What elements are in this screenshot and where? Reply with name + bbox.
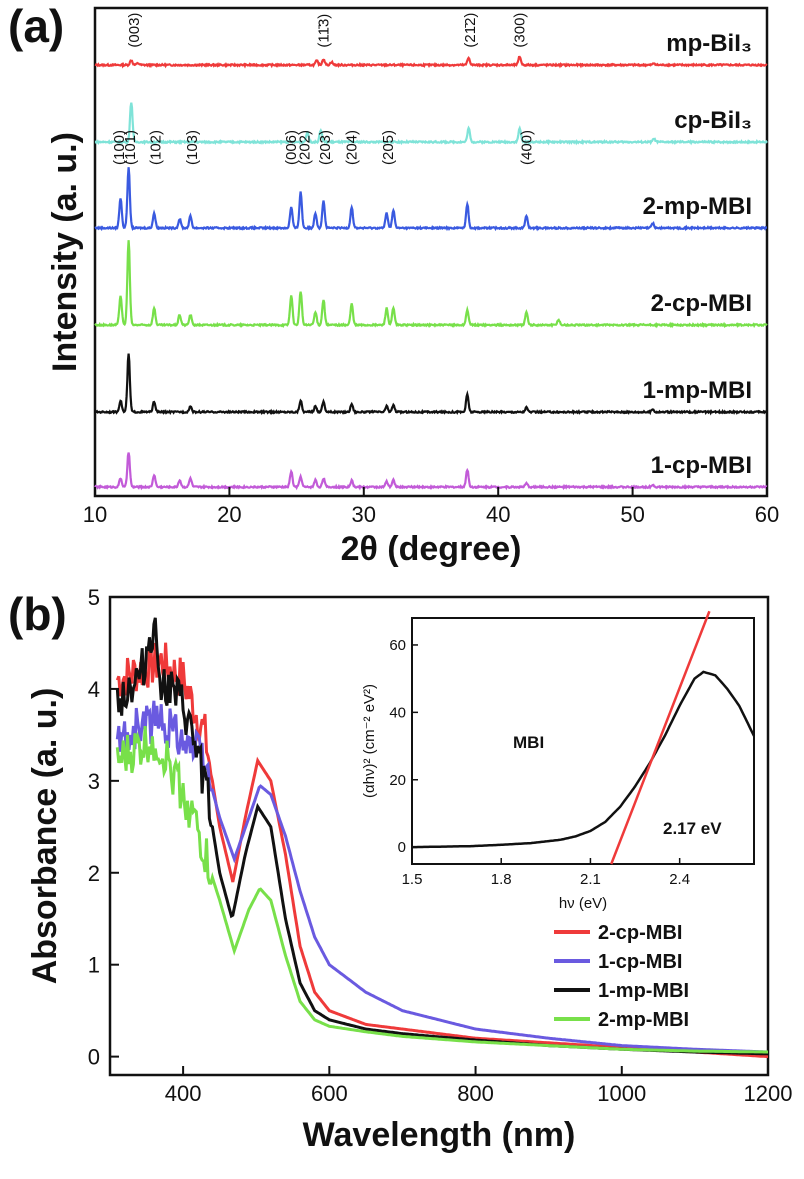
peak-index-label: (202): [297, 130, 314, 165]
absorbance-series-line: [115, 726, 768, 1054]
panel-a-x-ticks: 10 20 30 40 50 60: [83, 487, 779, 527]
peak-index-label: (300): [512, 13, 529, 48]
y-tick-label: 1: [88, 953, 100, 978]
panel-b-x-ticks: 400 600 800 1000 1200: [165, 1066, 793, 1106]
peak-index-label: (205): [380, 130, 397, 165]
x-tick-label: 800: [457, 1081, 494, 1106]
panel-b-frame: [108, 595, 770, 1077]
panel-b-series: [115, 617, 769, 1059]
xrd-series-label: 1-cp-MBI: [651, 452, 752, 479]
inset-frame: [411, 617, 755, 865]
panel-b-y-axis-title: Absorbance (a. u.): [26, 688, 64, 985]
xrd-series-line: [94, 452, 768, 491]
xrd-series-line: [94, 55, 768, 69]
inset-x-tick-label: 1.8: [491, 871, 512, 888]
panel-b-legend: 2-cp-MBI 1-cp-MBI 1-mp-MBI 2-mp-MBI: [554, 922, 689, 1031]
peak-index-label: (204): [344, 130, 361, 165]
inset-x-tick-label: 1.5: [402, 871, 423, 888]
xrd-series-line: [94, 167, 767, 232]
inset-x-tick-label: 2.4: [669, 871, 690, 888]
inset-y-tick-label: 0: [398, 839, 406, 856]
legend-entry: 2-mp-MBI: [598, 1009, 689, 1031]
peak-index-label: (11̄3): [315, 14, 332, 48]
inset-bandgap-annotation: 2.17 eV: [663, 819, 722, 838]
inset-x-ticks: 1.5 1.8 2.1 2.4: [402, 858, 690, 888]
panel-a-y-axis-title: Intensity (a. u.): [46, 132, 84, 372]
xrd-series-line: [94, 240, 768, 329]
xrd-series-label: 2-cp-MBI: [651, 290, 752, 317]
x-tick-label: 50: [620, 502, 644, 527]
inset-plot: [411, 610, 756, 865]
peak-index-label: (100): [111, 130, 128, 165]
peak-index-label: (003): [126, 13, 143, 48]
peak-index-label: (21̄2): [462, 13, 479, 48]
x-tick-label: 1000: [597, 1081, 646, 1106]
y-tick-label: 5: [88, 585, 100, 610]
legend-entry: 1-cp-MBI: [598, 951, 682, 973]
inset-tauc-curve: [411, 670, 756, 849]
inset-x-axis-title: hν (eV): [559, 895, 607, 912]
inset-y-tick-label: 60: [389, 637, 406, 654]
peak-index-label: (101): [122, 130, 139, 165]
peak-index-label: (203): [317, 130, 334, 165]
x-tick-label: 600: [311, 1081, 348, 1106]
x-tick-label: 60: [755, 502, 779, 527]
panel-a-series: mp-BiI₃ (003) (11̄3) (21̄2) (300) cp-BiI₃ 2-mp…: [94, 13, 768, 491]
peak-index-label: (103): [184, 130, 201, 165]
inset-y-tick-label: 40: [389, 704, 406, 721]
inset-x-tick-label: 2.1: [580, 871, 601, 888]
y-tick-label: 3: [88, 769, 100, 794]
peak-index-label: (006): [283, 130, 300, 165]
x-tick-label: 20: [217, 502, 241, 527]
panel-b-label: (b): [8, 588, 67, 640]
legend-entry: 2-cp-MBI: [598, 922, 682, 944]
inset-y-tick-label: 20: [389, 772, 406, 789]
x-tick-label: 40: [486, 502, 510, 527]
panel-a-x-axis-title: 2θ (degree): [341, 530, 522, 568]
y-tick-label: 2: [88, 861, 100, 886]
peak-index-label: (400): [518, 130, 535, 165]
inset-fit-line: [610, 610, 711, 865]
x-tick-label: 400: [165, 1081, 202, 1106]
x-tick-label: 30: [352, 502, 376, 527]
panel-a-frame: [93, 6, 769, 498]
xrd-series-line: [94, 102, 768, 146]
panel-b-x-axis-title: Wavelength (nm): [303, 1116, 576, 1154]
panel-b-y-ticks: 0 1 2 3 4 5: [88, 585, 119, 1070]
y-tick-label: 0: [88, 1045, 100, 1070]
xrd-series-line: [94, 353, 768, 416]
xrd-series-label: cp-BiI₃: [674, 107, 752, 134]
xrd-series-label: 2-mp-MBI: [643, 193, 752, 220]
xrd-series-label: mp-BiI₃: [666, 30, 752, 57]
legend-entry: 1-mp-MBI: [598, 980, 689, 1002]
inset-sample-label: MBI: [513, 733, 544, 752]
x-tick-label: 1200: [744, 1081, 793, 1106]
xrd-series-label: 1-mp-MBI: [643, 377, 752, 404]
peak-index-label: (102): [147, 130, 164, 165]
y-tick-label: 4: [88, 677, 100, 702]
inset-y-axis-title: (αhν)² (cm⁻² eV²): [361, 684, 378, 798]
panel-a-label: (a): [8, 0, 64, 52]
inset-y-ticks: 0 20 40 60: [389, 637, 418, 856]
x-tick-label: 10: [83, 502, 107, 527]
absorbance-series-line: [115, 700, 768, 1054]
